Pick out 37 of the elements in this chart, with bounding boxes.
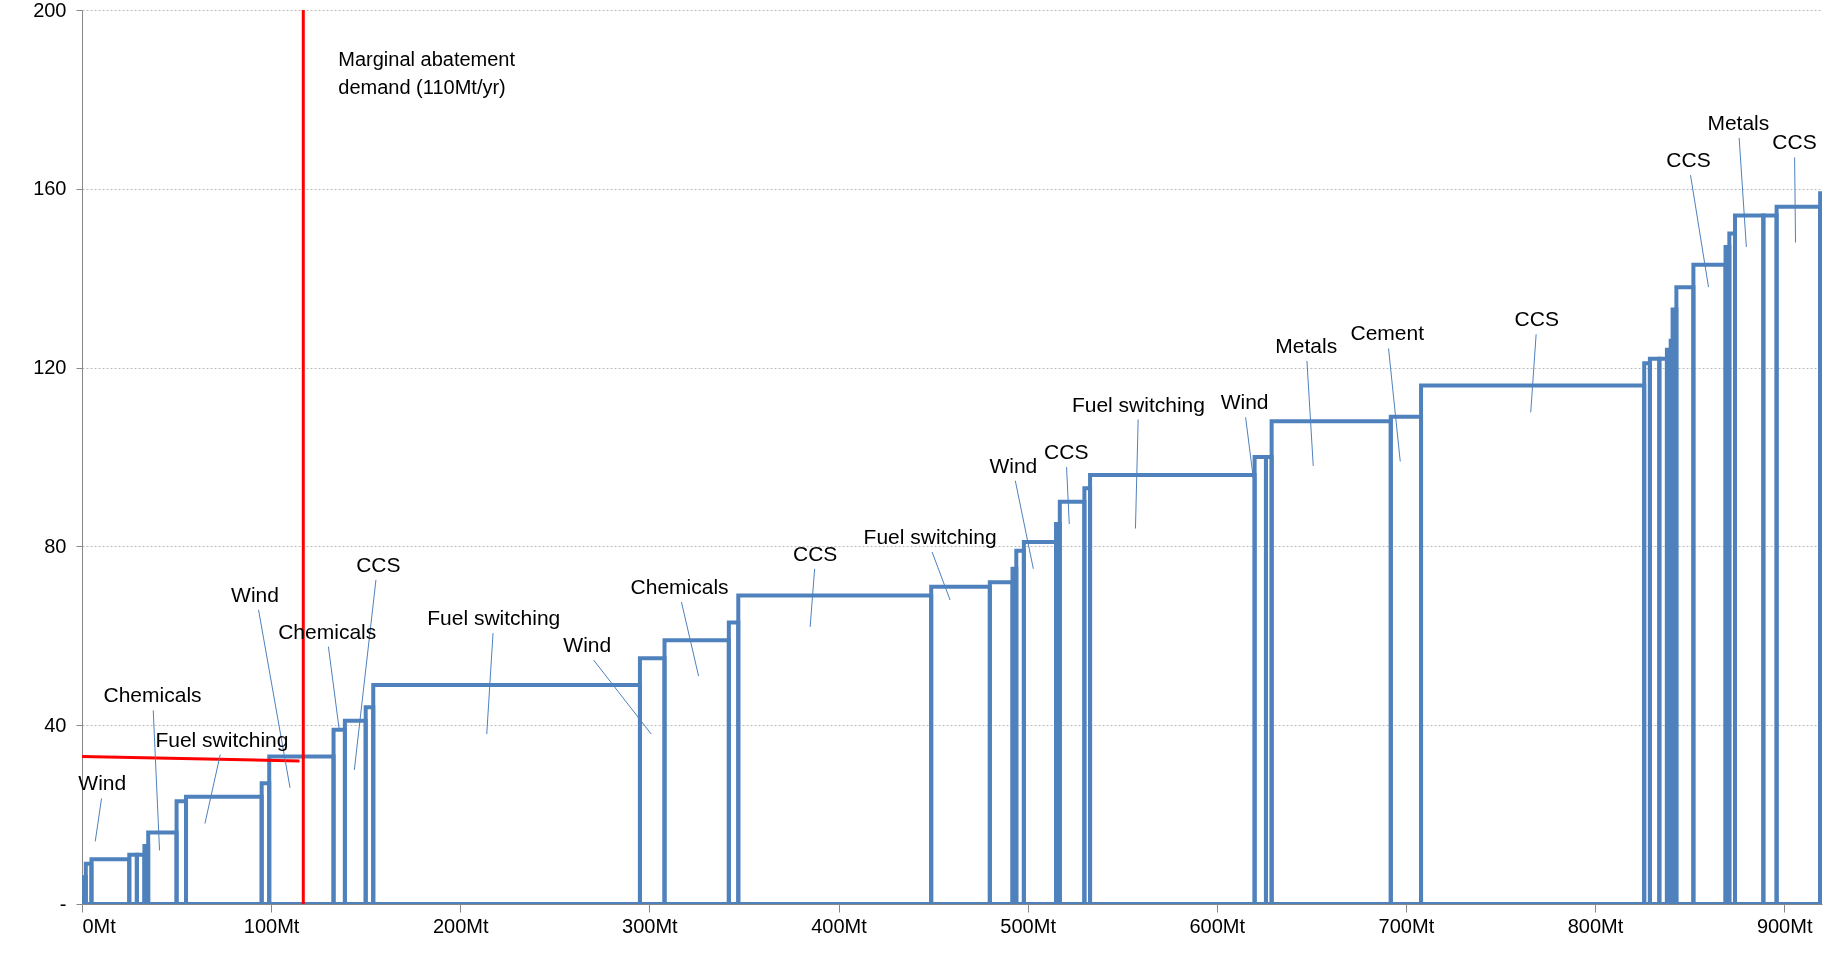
x-tick-label: 0Mt (82, 914, 117, 937)
x-tick-label: 900Mt (1756, 914, 1813, 937)
y-tick-label: 200 (33, 0, 67, 21)
y-tick-label: 160 (33, 177, 67, 200)
ref-line-label: Marginal abatement demand (110Mt/yr) (338, 48, 516, 98)
annotation: CCS (1044, 440, 1089, 464)
annotation: Wind (563, 633, 612, 657)
annotation: Wind (78, 771, 127, 795)
x-tick-label: 600Mt (1189, 914, 1246, 937)
annotation: Chemicals (103, 683, 202, 707)
x-tick-label: 200Mt (432, 914, 489, 937)
annotation: Metals (1707, 110, 1770, 134)
annotation: Wind (1220, 390, 1269, 414)
x-tick-label: 800Mt (1567, 914, 1624, 937)
x-tick-label: 400Mt (811, 914, 868, 937)
annotation: Wind (231, 582, 279, 606)
annotation: Fuel switching (1071, 392, 1205, 416)
y-tick-label: 80 (44, 534, 67, 557)
annotation: Cement (1350, 321, 1425, 345)
x-tick-label: 300Mt (622, 914, 679, 937)
annotation: Fuel switching (427, 606, 561, 630)
annotation: CCS (1772, 130, 1817, 154)
x-tick-label: 100Mt (243, 914, 300, 937)
x-tick-label: 700Mt (1378, 914, 1435, 937)
annotation: CCS (1514, 307, 1559, 331)
annotation: Metals (1275, 333, 1338, 357)
annotation: Wind (989, 453, 1038, 477)
y-tick-label: 40 (44, 713, 67, 736)
annotation: Fuel switching (863, 525, 997, 549)
y-tick-label: - (59, 892, 67, 915)
annotation: CCS (1666, 148, 1711, 172)
annotation: CCS (792, 541, 838, 565)
y-tick-label: 120 (33, 356, 67, 379)
annotation: Chemicals (630, 575, 729, 599)
x-tick-label: 500Mt (1000, 914, 1057, 937)
annotation: CCS (356, 552, 401, 576)
annotation: Fuel switching (155, 727, 289, 751)
